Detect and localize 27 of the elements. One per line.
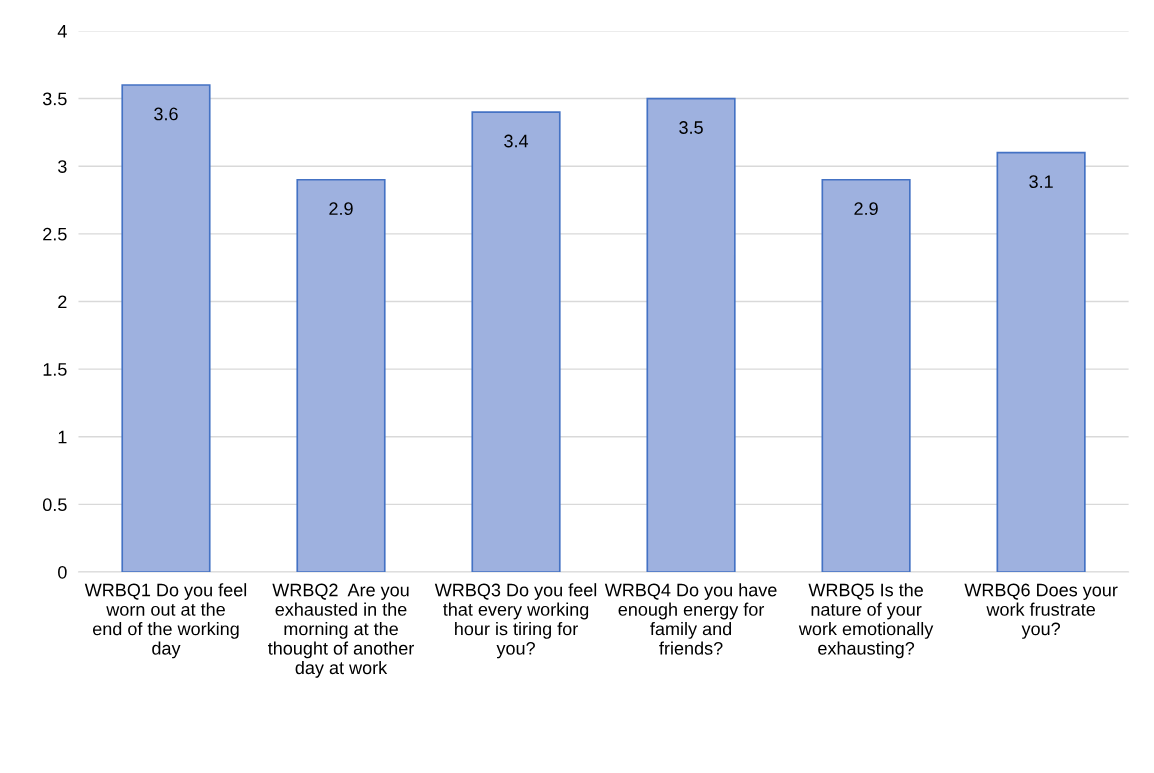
bar	[646, 97, 736, 573]
x-tick-label: WRBQ1 Do you feel worn out at the end of the working day	[84, 583, 247, 659]
data-label: 3.5	[679, 121, 703, 134]
data-label: 3.6	[154, 107, 178, 121]
y-tick-label: 3	[58, 160, 67, 173]
x-tick-label: WRBQ4 Do you have enough energy for family and friends?	[604, 583, 777, 655]
y-tick-label: 0	[58, 565, 67, 579]
x-tick-label: WRBQ3 Do you feel that every working hour is tiring for you?	[434, 583, 597, 659]
data-label: 3.4	[504, 134, 529, 148]
data-label: 2.9	[854, 202, 878, 216]
y-tick-label: 1	[58, 430, 67, 444]
x-tick-label: WRBQ6 Does your work frustrate you?	[964, 583, 1118, 639]
x-tick-label: WRBQ2 Are you exhausted in the morning at the thought of another day at work	[268, 583, 414, 678]
bar	[996, 151, 1086, 573]
bar	[471, 111, 561, 573]
x-tick-label: WRBQ5 Is the nature of your work emotionally exhausting?	[798, 583, 934, 659]
y-tick-label: 2	[58, 295, 67, 309]
data-label: 3.1	[1029, 175, 1053, 188]
y-tick-label: 4	[57, 25, 67, 38]
y-tick-label: 2.5	[43, 227, 67, 241]
data-label: 2.9	[329, 202, 353, 216]
y-tick-label: 3.5	[42, 92, 67, 106]
y-tick-label: 0.5	[42, 498, 67, 512]
bar	[821, 178, 911, 573]
y-tick-label: 1.5	[43, 363, 67, 376]
bar	[121, 84, 211, 573]
bar	[296, 178, 386, 573]
